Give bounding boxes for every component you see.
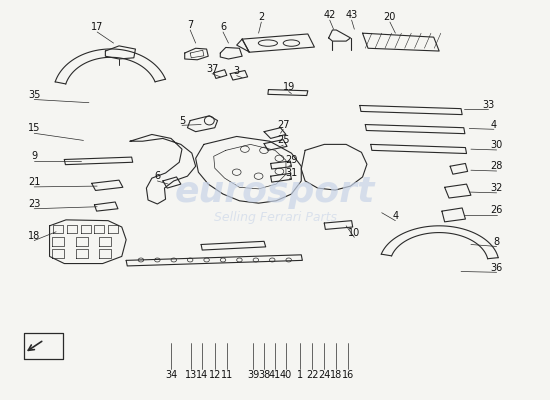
Text: 34: 34 [165, 370, 177, 380]
Text: 18: 18 [330, 370, 343, 380]
Text: 15: 15 [28, 124, 40, 134]
Text: 39: 39 [247, 370, 259, 380]
Text: 42: 42 [323, 10, 336, 20]
Text: 29: 29 [285, 155, 298, 165]
Text: Selling Ferrari Parts: Selling Ferrari Parts [213, 211, 337, 224]
Text: 4: 4 [491, 120, 497, 130]
Text: 43: 43 [345, 10, 358, 20]
Text: 21: 21 [28, 177, 40, 187]
Text: 40: 40 [280, 370, 292, 380]
Text: 8: 8 [493, 237, 500, 247]
Text: 38: 38 [258, 370, 270, 380]
Text: 35: 35 [28, 90, 40, 100]
Text: 2: 2 [258, 12, 265, 22]
Text: 13: 13 [185, 370, 197, 380]
Text: 10: 10 [348, 228, 360, 238]
Text: 12: 12 [208, 370, 221, 380]
Text: 6: 6 [155, 171, 161, 181]
Text: 32: 32 [491, 183, 503, 193]
Text: 19: 19 [283, 82, 295, 92]
Text: 1: 1 [296, 370, 303, 380]
Text: 37: 37 [206, 64, 218, 74]
Text: 30: 30 [491, 140, 503, 150]
Text: 6: 6 [220, 22, 226, 32]
Text: 26: 26 [491, 205, 503, 215]
Text: 7: 7 [187, 20, 193, 30]
Text: 33: 33 [482, 100, 494, 110]
Text: 5: 5 [179, 116, 185, 126]
Text: 23: 23 [28, 199, 40, 209]
Text: 24: 24 [318, 370, 331, 380]
Text: 31: 31 [285, 168, 298, 178]
Text: 11: 11 [221, 370, 234, 380]
Text: 22: 22 [306, 370, 318, 380]
Text: 36: 36 [491, 262, 503, 272]
Text: 28: 28 [491, 161, 503, 171]
Text: 27: 27 [277, 120, 289, 130]
Text: 17: 17 [91, 22, 103, 32]
Text: eurosport: eurosport [175, 175, 375, 209]
Text: 14: 14 [196, 370, 208, 380]
Text: 4: 4 [392, 211, 398, 221]
Text: 9: 9 [31, 151, 37, 161]
Text: 41: 41 [269, 370, 281, 380]
Text: 25: 25 [277, 136, 289, 146]
Text: 3: 3 [234, 66, 240, 76]
Text: 20: 20 [384, 12, 396, 22]
Text: 16: 16 [342, 370, 354, 380]
Text: 18: 18 [28, 231, 40, 241]
